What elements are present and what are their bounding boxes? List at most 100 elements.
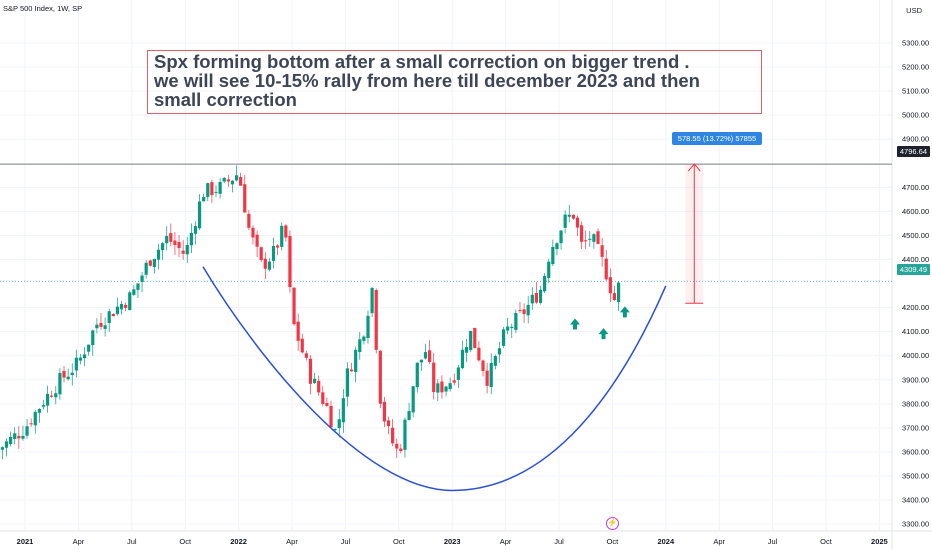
- candle-body: [452, 380, 456, 383]
- candle-body: [551, 247, 555, 265]
- y-tick-label: 4700.00: [902, 183, 929, 192]
- candle-body: [259, 247, 263, 261]
- candle-body: [239, 176, 243, 186]
- y-tick-label: 4500.00: [902, 231, 929, 240]
- candle-body: [395, 443, 399, 449]
- measure-label[interactable]: 578.55 (13.72%) 57855: [672, 132, 762, 145]
- candle-body: [358, 339, 362, 352]
- candle-body: [115, 306, 120, 315]
- lightning-icon[interactable]: ⚡: [606, 517, 619, 530]
- x-tick-label: Oct: [393, 537, 406, 546]
- candle-body: [444, 386, 448, 392]
- candle-body: [432, 362, 436, 393]
- candle-body: [312, 378, 317, 384]
- candle-body: [177, 242, 181, 249]
- candle-body: [415, 362, 419, 388]
- candle-body: [497, 348, 502, 355]
- candle-body: [473, 327, 477, 349]
- candle-body: [440, 381, 444, 393]
- candle-body: [9, 436, 13, 444]
- candle-body: [13, 433, 17, 439]
- candle-body: [543, 275, 547, 292]
- candle-body: [21, 435, 25, 439]
- candle-body: [518, 310, 522, 312]
- currency-label[interactable]: USD: [906, 6, 922, 15]
- candle-body: [247, 213, 251, 228]
- candle-body: [448, 383, 452, 390]
- candle-body: [156, 249, 161, 260]
- candle-body: [210, 182, 214, 196]
- y-tick-label: 4000.00: [902, 351, 929, 360]
- x-tick-label: Jul: [768, 537, 778, 546]
- x-tick-label: Oct: [179, 537, 192, 546]
- cup-curve: [202, 266, 667, 492]
- candle-body: [276, 245, 280, 248]
- candle-body: [165, 235, 169, 244]
- y-tick-label: 4900.00: [902, 135, 929, 144]
- candle-body: [345, 368, 350, 397]
- annotation-line-2: we will see 10-15% rally from here till …: [154, 70, 700, 91]
- candle-body: [243, 184, 247, 213]
- hline-price-tag: 4796.64: [896, 146, 930, 157]
- candle-body: [436, 383, 440, 393]
- candle-body: [514, 312, 518, 330]
- candle-body: [189, 232, 193, 246]
- y-tick-label: 4100.00: [902, 327, 929, 336]
- candle-body: [234, 175, 239, 181]
- candle-body: [362, 336, 366, 341]
- candle-body: [592, 234, 596, 242]
- candle-body: [62, 370, 66, 378]
- candle-body: [161, 243, 165, 251]
- candle-body: [604, 258, 608, 280]
- candle-body: [58, 372, 62, 395]
- candle-body: [538, 289, 543, 303]
- candle-body: [349, 369, 354, 372]
- x-tick-label: Apr: [500, 537, 512, 546]
- candle-body: [140, 275, 144, 283]
- candle-body: [485, 370, 489, 386]
- x-tick-label: Apr: [713, 537, 725, 546]
- candle-body: [99, 322, 103, 327]
- candle-body: [559, 230, 563, 244]
- y-tick-label: 3700.00: [902, 423, 929, 432]
- candle-body: [271, 245, 276, 261]
- y-tick-label: 5200.00: [902, 63, 929, 72]
- x-tick-label: Apr: [286, 537, 298, 546]
- candle-body: [391, 427, 395, 444]
- grid: [0, 0, 892, 531]
- candle-body: [464, 347, 469, 353]
- measure-arrowhead: [687, 163, 701, 172]
- candle-body: [588, 238, 592, 240]
- candle-body: [226, 179, 230, 182]
- candle-body: [50, 395, 54, 397]
- candle-body: [267, 261, 272, 270]
- text-annotation[interactable]: Spx forming bottom after a small correct…: [147, 50, 762, 114]
- candle-body: [317, 380, 321, 393]
- candle-body: [579, 225, 584, 242]
- y-tick-label: 3600.00: [902, 447, 929, 456]
- candle-body: [82, 354, 87, 359]
- candle-body: [501, 329, 506, 346]
- candle-body: [144, 262, 148, 275]
- y-tick-label: 3500.00: [902, 472, 929, 481]
- x-tick-label: 2023: [444, 537, 461, 546]
- candle-body: [616, 282, 621, 303]
- candle-body: [571, 214, 575, 219]
- symbol-title[interactable]: S&P 500 Index, 1W, SP: [3, 4, 83, 13]
- candle-body: [173, 240, 177, 246]
- candle-body: [329, 405, 333, 428]
- candle-body: [136, 283, 140, 290]
- candle-body: [54, 393, 58, 398]
- candle-body: [304, 353, 308, 358]
- candle-body: [45, 393, 50, 406]
- candles: [0, 165, 621, 460]
- candle-body: [0, 447, 5, 450]
- candle-body: [185, 244, 189, 255]
- candle-body: [584, 240, 588, 242]
- candle-body: [4, 441, 9, 448]
- candle-body: [489, 362, 493, 388]
- x-tick-label: Jul: [554, 537, 564, 546]
- x-tick-label: 2022: [230, 537, 247, 546]
